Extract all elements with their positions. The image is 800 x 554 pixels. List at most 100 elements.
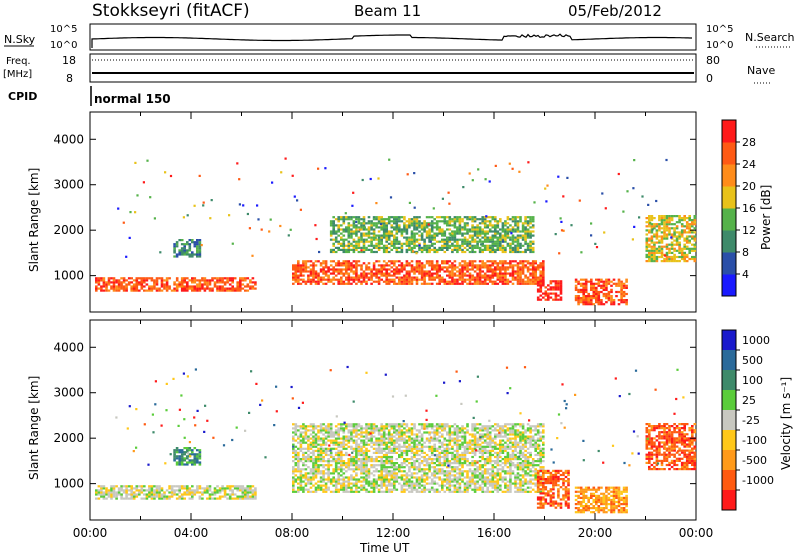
velocity-cell: [370, 480, 373, 483]
power-cell: [486, 238, 489, 241]
power-cell: [554, 286, 558, 289]
power-cell: [125, 279, 128, 282]
power-cell: [395, 248, 399, 251]
power-cell: [375, 226, 378, 229]
power-cell: [557, 288, 560, 291]
velocity-cell: [393, 423, 396, 426]
power-cell: [478, 232, 482, 235]
velocity-cell: [415, 476, 419, 479]
power-cell: [483, 272, 487, 275]
velocity-cell: [312, 423, 315, 426]
power-cell: [685, 223, 689, 226]
power-cell: [650, 260, 654, 263]
velocity-cell: [337, 474, 340, 477]
velocity-cell: [186, 493, 189, 496]
power-cell: [332, 268, 335, 271]
power-cell: [653, 245, 656, 248]
velocity-cell: [244, 489, 247, 492]
power-cell: [688, 227, 691, 230]
velocity-cell: [413, 445, 416, 448]
power-cell: [355, 218, 358, 221]
velocity-cell: [365, 472, 368, 475]
velocity-cell: [158, 489, 161, 492]
power-cell: [478, 266, 482, 269]
power-cell: [480, 243, 483, 246]
power-cell: [488, 270, 492, 273]
power-cell: [140, 287, 144, 290]
power-cell: [352, 240, 356, 243]
power-cell: [597, 290, 601, 294]
power-cell: [115, 289, 118, 292]
velocity-cell: [408, 478, 411, 481]
velocity-cell: [423, 445, 426, 448]
power-cell: [345, 250, 348, 254]
velocity-cell: [395, 431, 399, 434]
power-cell: [337, 246, 340, 249]
velocity-cell: [309, 433, 313, 436]
velocity-cell: [448, 443, 452, 446]
velocity-cell: [334, 460, 338, 463]
power-cell: [319, 278, 323, 281]
power-cell: [206, 281, 209, 284]
power-cell: [231, 281, 234, 284]
power-cell: [446, 242, 449, 245]
power-cell: [542, 270, 545, 273]
power-cell: [486, 276, 489, 279]
nsky-label: N.Sky: [4, 33, 36, 46]
velocity-cell: [294, 427, 298, 430]
power-cell: [456, 240, 459, 243]
power-cell: [294, 264, 298, 267]
power-cell: [385, 244, 388, 247]
power-cell: [223, 281, 227, 284]
power-cell: [400, 232, 404, 235]
velocity-cell: [390, 427, 394, 430]
velocity-cell: [365, 466, 368, 469]
velocity-cell: [244, 487, 247, 490]
velocity-cell: [430, 445, 434, 448]
power-cell: [668, 249, 671, 252]
power-cell: [668, 233, 671, 236]
velocity-cell: [292, 466, 295, 469]
velocity-cell: [334, 437, 338, 440]
velocity-cell: [163, 493, 166, 496]
power-cell: [516, 224, 520, 227]
power-cell: [653, 225, 656, 228]
velocity-cell: [198, 463, 202, 466]
power-cell: [188, 279, 192, 282]
velocity-cell: [377, 439, 381, 442]
power-cell: [511, 216, 515, 219]
power-cell: [372, 246, 376, 249]
power-cell: [554, 233, 557, 236]
power-cell: [595, 299, 598, 302]
velocity-cell: [317, 470, 320, 473]
velocity-cell: [385, 445, 388, 448]
power-cell: [607, 290, 611, 294]
power-cell: [602, 280, 606, 283]
power-cell: [400, 246, 404, 249]
power-cell: [352, 220, 356, 223]
velocity-cell: [403, 437, 406, 440]
power-cell: [193, 281, 197, 284]
velocity-cell: [302, 439, 305, 442]
velocity-cell: [170, 491, 174, 494]
power-cell: [410, 278, 414, 281]
power-cell: [595, 278, 598, 281]
power-cell: [135, 283, 139, 286]
power-cell: [526, 220, 530, 223]
velocity-cell: [150, 487, 154, 490]
velocity-cell: [395, 466, 399, 469]
velocity-cell: [183, 463, 186, 466]
power-cell: [612, 303, 616, 306]
velocity-cell: [196, 491, 199, 494]
power-cell: [488, 264, 492, 267]
power-cell: [377, 230, 381, 233]
power-cell: [365, 276, 368, 279]
velocity-cell: [102, 497, 106, 500]
velocity-cell: [425, 474, 429, 477]
power-cell: [148, 287, 151, 290]
velocity-cell: [393, 445, 396, 448]
power-cell: [180, 243, 184, 246]
power-cell: [355, 228, 358, 231]
velocity-cell: [372, 451, 376, 454]
velocity-cell: [324, 472, 328, 475]
